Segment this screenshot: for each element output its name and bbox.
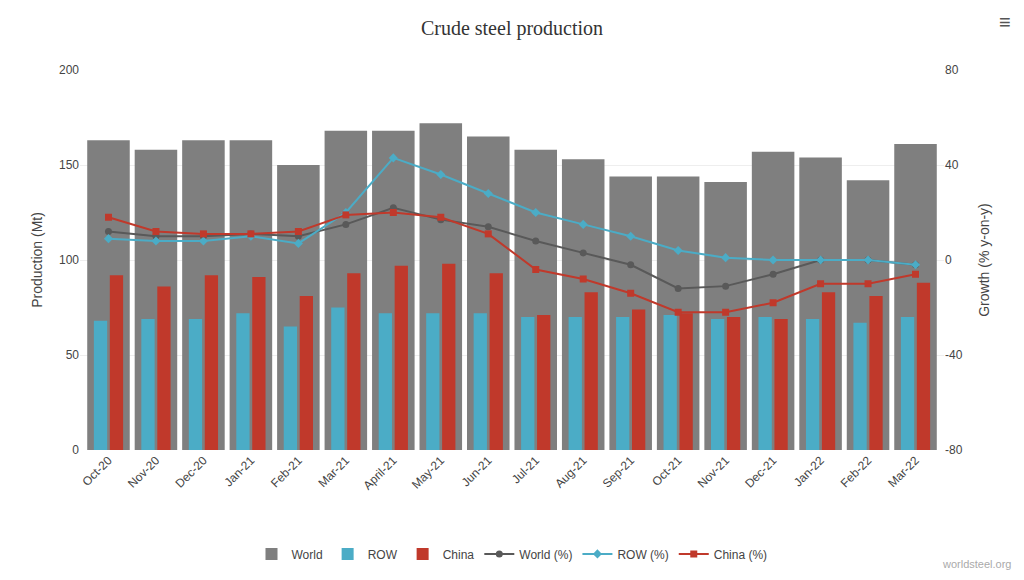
svg-text:200: 200 — [59, 63, 79, 77]
svg-text:0: 0 — [945, 253, 952, 267]
svg-text:40: 40 — [945, 158, 959, 172]
svg-text:Jan-21: Jan-21 — [221, 453, 257, 489]
svg-text:-40: -40 — [945, 348, 963, 362]
svg-text:-80: -80 — [945, 443, 963, 457]
svg-text:Feb-22: Feb-22 — [838, 453, 875, 490]
svg-text:Oct-20: Oct-20 — [79, 453, 115, 489]
svg-text:Oct-21: Oct-21 — [649, 453, 685, 489]
svg-text:May-21: May-21 — [409, 453, 447, 491]
svg-text:Sep-21: Sep-21 — [600, 453, 637, 490]
svg-text:Nov-21: Nov-21 — [695, 453, 732, 490]
svg-text:Crude steel production: Crude steel production — [421, 17, 603, 40]
svg-text:China (%): China (%) — [714, 548, 767, 562]
svg-text:100: 100 — [59, 253, 79, 267]
svg-text:World (%): World (%) — [519, 548, 572, 562]
svg-text:Aug-21: Aug-21 — [552, 453, 589, 490]
svg-text:China: China — [443, 548, 475, 562]
svg-text:ROW: ROW — [368, 548, 398, 562]
svg-text:Jul-21: Jul-21 — [509, 453, 542, 486]
svg-text:World: World — [292, 548, 323, 562]
svg-text:50: 50 — [66, 348, 80, 362]
svg-text:Nov-20: Nov-20 — [125, 453, 162, 490]
svg-text:Feb-21: Feb-21 — [268, 453, 305, 490]
svg-text:Mar-21: Mar-21 — [315, 453, 352, 490]
svg-text:worldsteel.org: worldsteel.org — [942, 558, 1011, 570]
svg-text:0: 0 — [72, 443, 79, 457]
svg-text:80: 80 — [945, 63, 959, 77]
svg-text:Production (Mt): Production (Mt) — [29, 212, 45, 308]
svg-text:Mar-22: Mar-22 — [885, 453, 922, 490]
svg-text:Jan-22: Jan-22 — [791, 453, 827, 489]
svg-text:Jun-21: Jun-21 — [459, 453, 495, 489]
svg-text:≡: ≡ — [999, 11, 1011, 33]
svg-text:Dec-21: Dec-21 — [742, 453, 779, 490]
svg-text:Growth (% y-on-y): Growth (% y-on-y) — [976, 203, 992, 317]
svg-text:150: 150 — [59, 158, 79, 172]
svg-text:ROW (%): ROW (%) — [617, 548, 668, 562]
svg-text:Dec-20: Dec-20 — [173, 453, 210, 490]
svg-text:April-21: April-21 — [361, 453, 400, 492]
